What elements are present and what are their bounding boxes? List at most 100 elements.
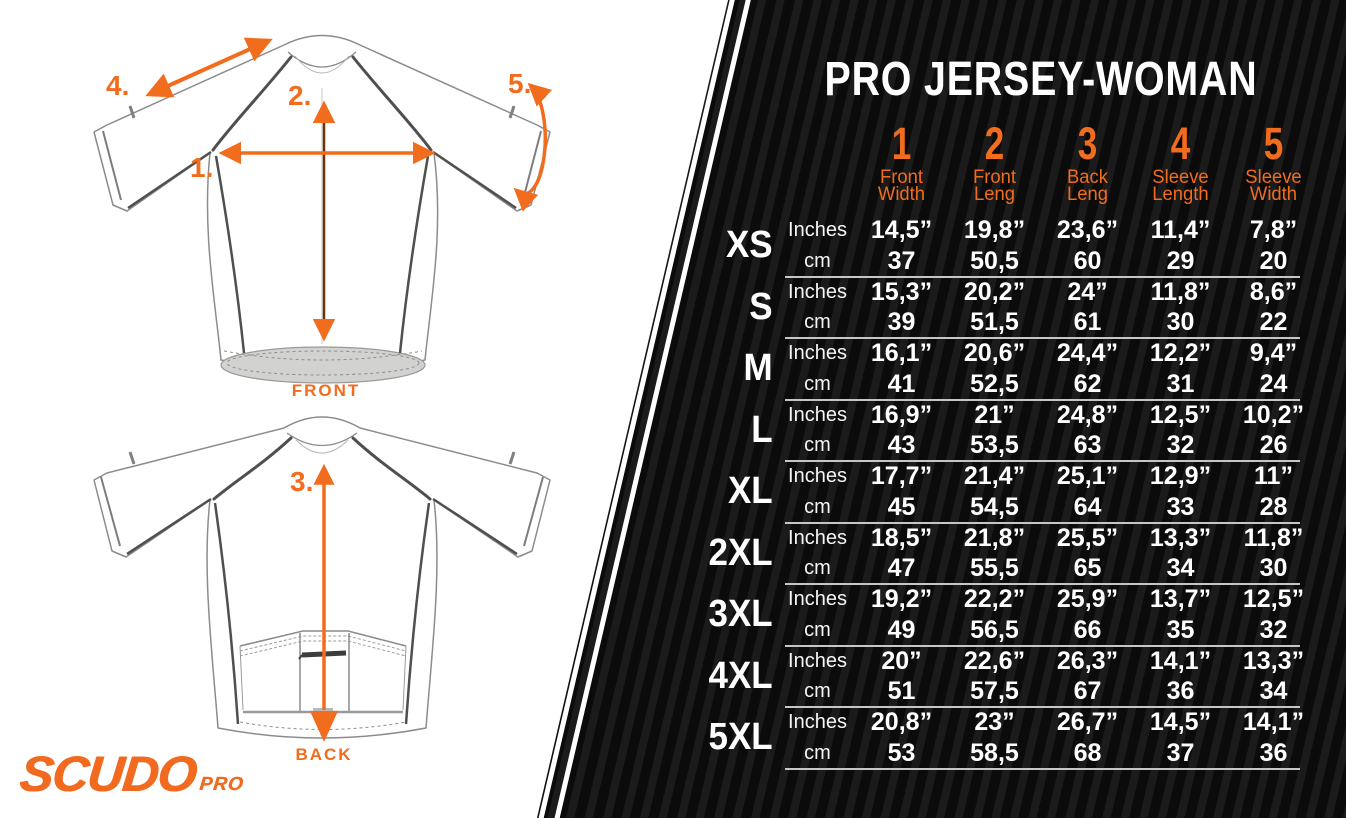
- cm-value: 60: [1073, 246, 1102, 275]
- column-number: 5: [1263, 118, 1284, 169]
- inches-value: 18,5”: [870, 523, 933, 552]
- measurement-cell: 24” 61: [1041, 277, 1134, 339]
- cm-value: 33: [1166, 492, 1195, 521]
- measurement-cell: 19,2” 49: [855, 584, 948, 646]
- measurement-cell: 20” 51: [855, 646, 948, 708]
- inches-value: 7,8”: [1249, 216, 1298, 244]
- cm-value: 22: [1259, 308, 1288, 336]
- size-row: XL Inches cm 17,7” 45 21,4” 54,5 25,1” 6…: [700, 461, 1320, 524]
- inches-value: 19,8”: [963, 216, 1026, 244]
- inches-value: 26,3”: [1056, 646, 1119, 675]
- measurement-cell: 21” 53,5: [948, 400, 1041, 462]
- inches-value: 15,3”: [870, 277, 933, 306]
- inches-value: 22,6”: [963, 646, 1026, 675]
- inches-value: 11”: [1254, 462, 1293, 490]
- cm-value: 67: [1073, 677, 1102, 705]
- measurement-cell: 12,2” 31: [1134, 338, 1227, 400]
- cm-value: 37: [1166, 738, 1195, 767]
- measurement-cell: 9,4” 24: [1227, 338, 1320, 400]
- unit-cm-label: cm: [804, 557, 831, 579]
- measurement-cell: 22,2” 56,5: [948, 584, 1041, 646]
- size-label: XS: [725, 224, 773, 267]
- front-caption: FRONT: [291, 381, 361, 400]
- logo-sub-text: PRO: [198, 774, 245, 795]
- measurement-cell: 23,6” 60: [1041, 215, 1134, 277]
- measurement-cell: 13,3” 34: [1134, 523, 1227, 585]
- row-separator: [785, 275, 1300, 278]
- measurement-cell: 12,9” 33: [1134, 461, 1227, 523]
- unit-labels: Inches cm: [780, 277, 855, 339]
- unit-inches-label: Inches: [788, 219, 847, 241]
- unit-cm-label: cm: [804, 618, 831, 641]
- unit-cm-label: cm: [804, 434, 831, 456]
- cm-value: 41: [887, 369, 916, 398]
- unit-labels: Inches cm: [780, 584, 855, 646]
- measurement-cell: 15,3” 39: [855, 277, 948, 339]
- logo-main-text: SCUDO: [17, 746, 199, 802]
- cm-value: 61: [1073, 308, 1102, 336]
- measurement-arrow-4: [145, 37, 273, 98]
- inches-value: 13,3”: [1242, 646, 1305, 675]
- inches-value: 21”: [974, 400, 1015, 429]
- cm-value: 51,5: [970, 308, 1019, 336]
- size-row: 3XL Inches cm 19,2” 49 22,2” 56,5 25,9” …: [700, 584, 1320, 647]
- cm-value: 53: [887, 738, 916, 767]
- unit-cm-label: cm: [804, 249, 831, 272]
- marker-label-5: 5.: [508, 68, 531, 99]
- size-row: L Inches cm 16,9” 43 21” 53,5 24,8” 63 1…: [700, 400, 1320, 462]
- inches-value: 23,6”: [1056, 216, 1119, 244]
- cm-value: 68: [1073, 738, 1102, 767]
- measurement-cell: 17,7” 45: [855, 461, 948, 523]
- inches-value: 11,4”: [1150, 216, 1211, 244]
- unit-labels: Inches cm: [780, 215, 855, 277]
- reflective-tab: [313, 708, 333, 715]
- cm-value: 43: [887, 431, 916, 459]
- measurement-cell: 25,1” 64: [1041, 461, 1134, 523]
- column-label: Back Leng: [1066, 167, 1109, 205]
- inches-value: 20,6”: [963, 339, 1026, 367]
- measurement-cell: 14,1” 36: [1227, 707, 1320, 769]
- inches-value: 25,5”: [1056, 523, 1119, 552]
- cm-value: 51: [887, 677, 916, 705]
- inches-value: 11,8”: [1150, 277, 1211, 306]
- inches-value: 13,7”: [1149, 585, 1212, 613]
- row-separator: [785, 644, 1300, 647]
- size-label: 3XL: [708, 593, 773, 636]
- size-table-body: XS Inches cm 14,5” 37 19,8” 50,5 23,6” 6…: [700, 215, 1320, 770]
- inches-value: 16,9”: [870, 400, 933, 429]
- front-jersey-outline: [93, 34, 551, 384]
- column-number: 1: [891, 118, 912, 169]
- inches-value: 24,4”: [1056, 339, 1119, 367]
- measurement-cell: 10,2” 26: [1227, 400, 1320, 462]
- size-row: 5XL Inches cm 20,8” 53 23” 58,5 26,7” 68…: [700, 707, 1320, 770]
- unit-inches-label: Inches: [788, 342, 847, 364]
- cm-value: 36: [1259, 738, 1288, 767]
- cm-value: 31: [1166, 369, 1195, 398]
- size-row: M Inches cm 16,1” 41 20,6” 52,5 24,4” 62…: [700, 338, 1320, 401]
- back-caption: BACK: [295, 745, 353, 764]
- cm-value: 32: [1166, 431, 1195, 459]
- row-separator: [785, 583, 1300, 585]
- measurement-cell: 11,8” 30: [1227, 523, 1320, 585]
- jersey-back-diagram: 3.: [93, 416, 551, 742]
- measurement-cell: 20,6” 52,5: [948, 338, 1041, 400]
- jersey-front-diagram: 4. 2. 1. 5.: [93, 34, 553, 384]
- measurement-cell: 23” 58,5: [948, 707, 1041, 769]
- scudo-pro-logo: SCUDO PRO: [17, 746, 247, 802]
- measurement-cell: 25,5” 65: [1041, 523, 1134, 585]
- pocket-zipper: [301, 650, 347, 658]
- cm-value: 39: [887, 308, 916, 336]
- measurement-cell: 7,8” 20: [1227, 215, 1320, 277]
- column-header: 2 Front Leng: [948, 121, 1041, 205]
- column-label: Front Leng: [972, 167, 1017, 205]
- measurement-arrow-5: [513, 82, 553, 212]
- inches-value: 20,8”: [870, 708, 933, 736]
- cm-value: 56,5: [970, 615, 1019, 644]
- cm-value: 24: [1259, 369, 1288, 398]
- inches-value: 23”: [974, 708, 1015, 736]
- column-header: 3 Back Leng: [1041, 121, 1134, 205]
- cm-value: 32: [1259, 615, 1288, 644]
- cm-value: 45: [887, 492, 916, 521]
- unit-cm-label: cm: [804, 680, 831, 702]
- size-row: 4XL Inches cm 20” 51 22,6” 57,5 26,3” 67…: [700, 646, 1320, 708]
